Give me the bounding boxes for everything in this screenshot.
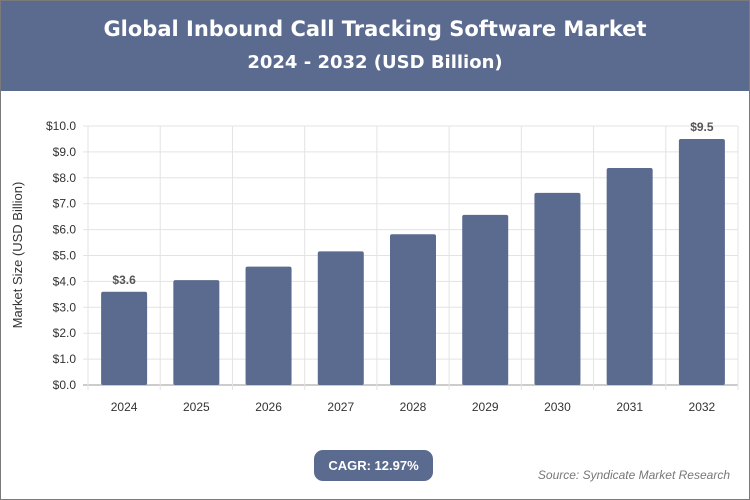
y-tick-label: $3.0 [53,300,77,314]
x-tick-label: 2030 [544,400,571,414]
cagr-badge: CAGR: 12.97% [314,450,433,481]
data-label: $3.6 [112,273,136,287]
x-tick-label: 2027 [327,400,354,414]
y-tick-label: $10.0 [46,119,76,133]
x-tick-label: 2025 [183,400,210,414]
data-label: $9.5 [690,120,714,134]
x-tick-label: 2024 [111,400,138,414]
y-tick-label: $9.0 [53,145,77,159]
x-tick-label: 2032 [689,400,716,414]
x-tick-label: 2028 [400,400,427,414]
y-tick-label: $0.0 [53,378,77,392]
y-tick-label: $7.0 [53,197,77,211]
bar-2027 [317,251,364,385]
bar-2026 [245,266,292,385]
bar-2030 [534,192,581,385]
bar-2032 [678,138,725,385]
y-tick-label: $5.0 [53,249,77,263]
y-tick-label: $8.0 [53,171,77,185]
y-tick-label: $1.0 [53,352,77,366]
x-tick-label: 2026 [255,400,282,414]
bar-2025 [173,280,220,385]
x-tick-label: 2031 [616,400,643,414]
y-axis-label: Market Size (USD Billion) [10,182,25,329]
bar-2024 [101,291,148,385]
bar-2031 [606,167,653,385]
y-tick-label: $6.0 [53,223,77,237]
bar-2029 [462,214,509,385]
chart-subtitle: 2024 - 2032 (USD Billion) [247,52,503,73]
bar-2028 [390,234,436,385]
y-tick-label: $4.0 [53,274,77,288]
x-tick-label: 2029 [472,400,499,414]
chart-title: Global Inbound Call Tracking Software Ma… [103,17,647,41]
y-tick-label: $2.0 [53,326,77,340]
source-note: Source: Syndicate Market Research [537,468,730,482]
chart-header: Global Inbound Call Tracking Software Ma… [1,1,749,91]
